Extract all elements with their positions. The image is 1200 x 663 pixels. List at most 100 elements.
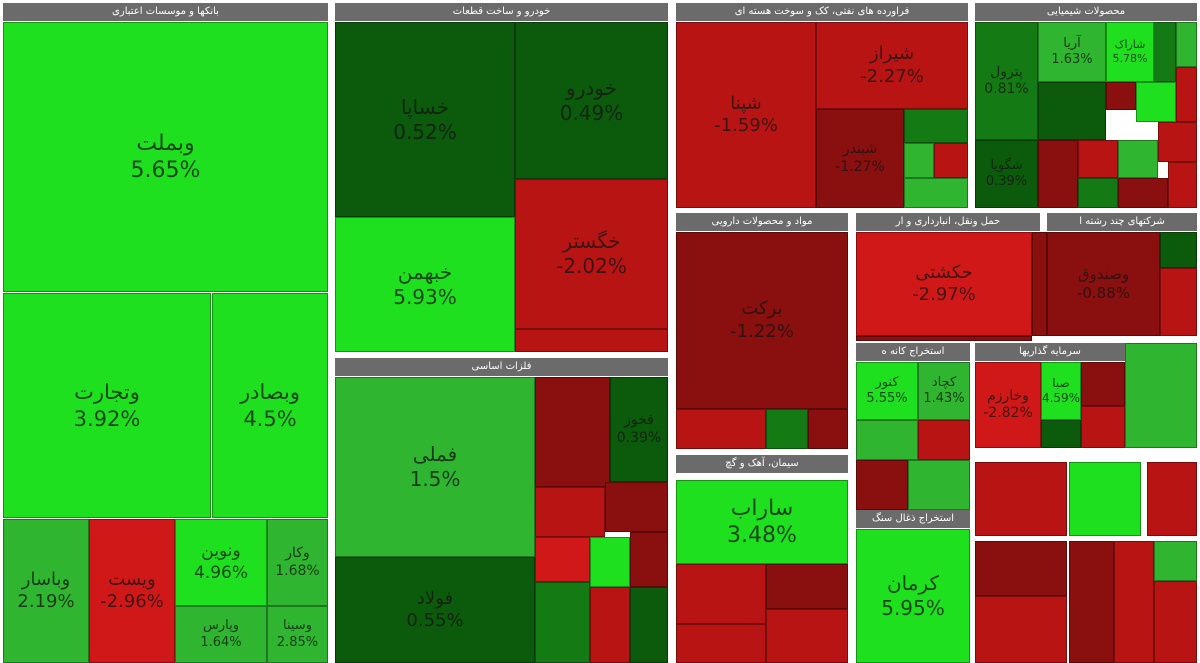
stock-tile[interactable]: وبملت 5.65% [3, 22, 328, 292]
minor-stock-tile[interactable] [904, 178, 968, 208]
stock-tile[interactable]: حکشتی -2.97% [856, 232, 1032, 336]
stock-tile[interactable]: پترول 0.81% [975, 22, 1038, 140]
minor-stock-tile[interactable] [1114, 541, 1154, 663]
stock-symbol: ویست [108, 568, 156, 590]
minor-stock-tile[interactable] [856, 420, 918, 460]
minor-stock-tile[interactable] [766, 564, 848, 609]
stock-symbol: ساراب [730, 495, 794, 521]
minor-stock-tile[interactable] [1038, 82, 1106, 140]
minor-stock-tile[interactable] [1078, 178, 1118, 208]
minor-stock-tile[interactable] [1041, 420, 1081, 448]
stock-tile[interactable]: ساراب 3.48% [676, 480, 848, 564]
stock-tile[interactable]: فولاد 0.55% [335, 557, 535, 663]
minor-stock-tile[interactable] [918, 420, 970, 460]
minor-stock-tile[interactable] [1147, 462, 1197, 536]
sector-header: محصولات شیمیایی [975, 3, 1197, 21]
minor-stock-tile[interactable] [1168, 162, 1197, 208]
minor-stock-tile[interactable] [1154, 581, 1197, 663]
stock-tile[interactable]: کچاد 1.43% [918, 362, 970, 420]
stock-symbol: خگستر [562, 229, 621, 253]
minor-stock-tile[interactable] [535, 377, 610, 487]
stock-tile[interactable]: فملی 1.5% [335, 377, 535, 557]
sector-header: فلزات اساسی [335, 358, 668, 376]
stock-change-label: 2.85% [276, 634, 319, 650]
stock-tile[interactable]: خساپا 0.52% [335, 22, 515, 217]
minor-stock-tile[interactable] [535, 487, 605, 537]
stock-symbol: شبندر [842, 141, 878, 157]
minor-stock-tile[interactable] [1069, 462, 1141, 536]
minor-stock-tile[interactable] [590, 537, 630, 587]
stock-tile[interactable]: برکت -1.22% [676, 232, 848, 409]
stock-tile[interactable]: فخوز 0.39% [610, 377, 668, 482]
minor-stock-tile[interactable] [1158, 122, 1197, 162]
minor-stock-tile[interactable] [856, 460, 908, 510]
minor-stock-tile[interactable] [1038, 140, 1078, 208]
minor-stock-tile[interactable] [1118, 140, 1158, 178]
minor-stock-tile[interactable] [1032, 232, 1047, 336]
stock-tile[interactable]: وکار 1.68% [267, 519, 328, 606]
minor-stock-tile[interactable] [1160, 268, 1197, 336]
stock-change-label: -2.82% [983, 405, 1033, 421]
minor-stock-tile[interactable] [630, 532, 668, 587]
stock-tile[interactable]: وسینا 2.85% [267, 606, 328, 663]
stock-tile[interactable]: شپنا -1.59% [676, 22, 816, 208]
minor-stock-tile[interactable] [766, 409, 808, 449]
stock-tile[interactable]: وتجارت 3.92% [3, 293, 211, 518]
minor-stock-tile[interactable] [676, 624, 766, 663]
minor-stock-tile[interactable] [934, 143, 968, 178]
minor-stock-tile[interactable] [605, 482, 668, 532]
stock-tile[interactable]: ویست -2.96% [89, 519, 175, 663]
minor-stock-tile[interactable] [904, 143, 934, 178]
minor-stock-tile[interactable] [676, 564, 766, 624]
minor-stock-tile[interactable] [975, 541, 1067, 596]
stock-tile[interactable]: خبهمن 5.93% [335, 217, 515, 352]
minor-stock-tile[interactable] [535, 537, 590, 582]
stock-tile[interactable]: وبصادر 4.5% [212, 293, 328, 518]
minor-stock-tile[interactable] [766, 609, 848, 663]
minor-stock-tile[interactable] [1069, 541, 1114, 663]
stock-tile[interactable]: وپارس 1.64% [175, 606, 267, 663]
minor-stock-tile[interactable] [808, 409, 848, 449]
minor-stock-tile[interactable] [1160, 232, 1197, 268]
minor-stock-tile[interactable] [1176, 22, 1197, 67]
stock-tile[interactable]: شبندر -1.27% [816, 109, 904, 208]
stock-change-label: 0.39% [616, 429, 662, 446]
stock-tile[interactable]: شیراز -2.27% [816, 22, 968, 109]
sector-header: سیمان، آهک و گچ [676, 455, 848, 473]
minor-stock-tile[interactable] [515, 329, 668, 352]
stock-change-label: 0.52% [393, 119, 457, 144]
stock-tile[interactable]: خودرو 0.49% [515, 22, 668, 179]
minor-stock-tile[interactable] [904, 109, 968, 143]
minor-stock-tile[interactable] [1081, 362, 1125, 406]
minor-stock-tile[interactable] [1081, 406, 1125, 448]
stock-tile[interactable]: ونوین 4.96% [175, 519, 267, 606]
sector-header: سرمایه گذاریها [975, 343, 1125, 361]
stock-tile[interactable]: کرمان 5.95% [856, 529, 970, 663]
minor-stock-tile[interactable] [1078, 140, 1118, 178]
minor-stock-tile[interactable] [630, 587, 668, 663]
stock-tile[interactable]: شگویا 0.39% [975, 140, 1038, 208]
stock-tile[interactable]: صبا 4.59% [1041, 362, 1081, 420]
minor-stock-tile[interactable] [590, 587, 630, 663]
stock-change-label: 0.81% [984, 81, 1029, 97]
minor-stock-tile[interactable] [1118, 178, 1168, 208]
stock-tile[interactable]: شاراک 5.78% [1106, 22, 1154, 82]
minor-stock-tile[interactable] [1125, 343, 1197, 448]
minor-stock-tile[interactable] [908, 460, 970, 510]
minor-stock-tile[interactable] [975, 596, 1067, 663]
minor-stock-tile[interactable] [1136, 82, 1176, 122]
sector-header: مواد و محصولات دارویی [676, 213, 848, 231]
minor-stock-tile[interactable] [1176, 67, 1197, 122]
minor-stock-tile[interactable] [856, 336, 1032, 341]
stock-tile[interactable]: وباسار 2.19% [3, 519, 89, 663]
minor-stock-tile[interactable] [1106, 82, 1136, 110]
stock-tile[interactable]: کنور 5.55% [856, 362, 918, 420]
stock-tile[interactable]: وخارزم -2.82% [975, 362, 1041, 448]
stock-tile[interactable]: آریا 1.63% [1038, 22, 1106, 82]
minor-stock-tile[interactable] [535, 582, 590, 663]
stock-tile[interactable]: خگستر -2.02% [515, 179, 668, 329]
minor-stock-tile[interactable] [676, 409, 766, 449]
stock-tile[interactable]: وصندوق -0.88% [1047, 232, 1160, 336]
minor-stock-tile[interactable] [1154, 541, 1197, 581]
minor-stock-tile[interactable] [975, 462, 1067, 536]
